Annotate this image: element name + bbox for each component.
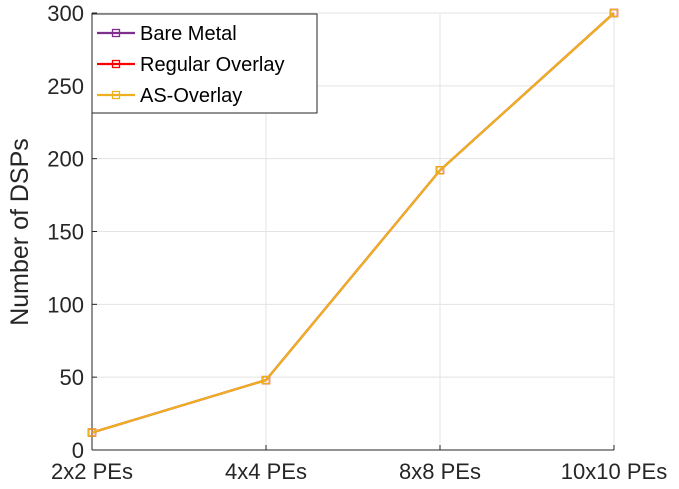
marker-as-overlay-2: [435, 166, 445, 175]
series-line-as-overlay: [91, 12, 615, 434]
legend-marker-bare-metal: [111, 28, 121, 38]
x-tick-label-0: 2x2 PEs: [51, 459, 133, 484]
x-tick-label-3: 10x10 PEs: [561, 459, 667, 484]
y-tick-label-1: 50: [60, 365, 84, 390]
y-tick-label-6: 300: [47, 1, 84, 26]
x-tick-label-1: 4x4 PEs: [225, 459, 307, 484]
legend-marker-regular-overlay: [111, 59, 121, 69]
marker-as-overlay-0: [87, 428, 97, 437]
y-tick-label-4: 200: [47, 147, 84, 172]
y-tick-label-0: 0: [72, 438, 84, 463]
marker-as-overlay-3: [609, 8, 619, 18]
x-tick-label-2: 8x8 PEs: [399, 459, 481, 484]
y-axis-label: Number of DSPs: [6, 138, 34, 326]
y-tick-label-3: 150: [47, 220, 84, 245]
legend-label-bare-metal: Bare Metal: [140, 23, 237, 45]
marker-as-overlay-1: [261, 375, 271, 385]
y-tick-label-2: 100: [47, 292, 84, 317]
tick-labels: 0 50 100 150 200 250 300 2x2 PEs 4x4 PEs 8x8 PEs 1…: [47, 1, 667, 484]
legend-label-as-overlay: AS-Overlay: [140, 85, 242, 107]
legend-label-regular-overlay: Regular Overlay: [140, 54, 285, 76]
legend: Bare Metal Regular Overlay AS-Overlay: [91, 13, 318, 114]
y-tick-label-5: 250: [47, 74, 84, 99]
series-group: [87, 8, 619, 437]
legend-marker-as-overlay: [111, 90, 121, 100]
